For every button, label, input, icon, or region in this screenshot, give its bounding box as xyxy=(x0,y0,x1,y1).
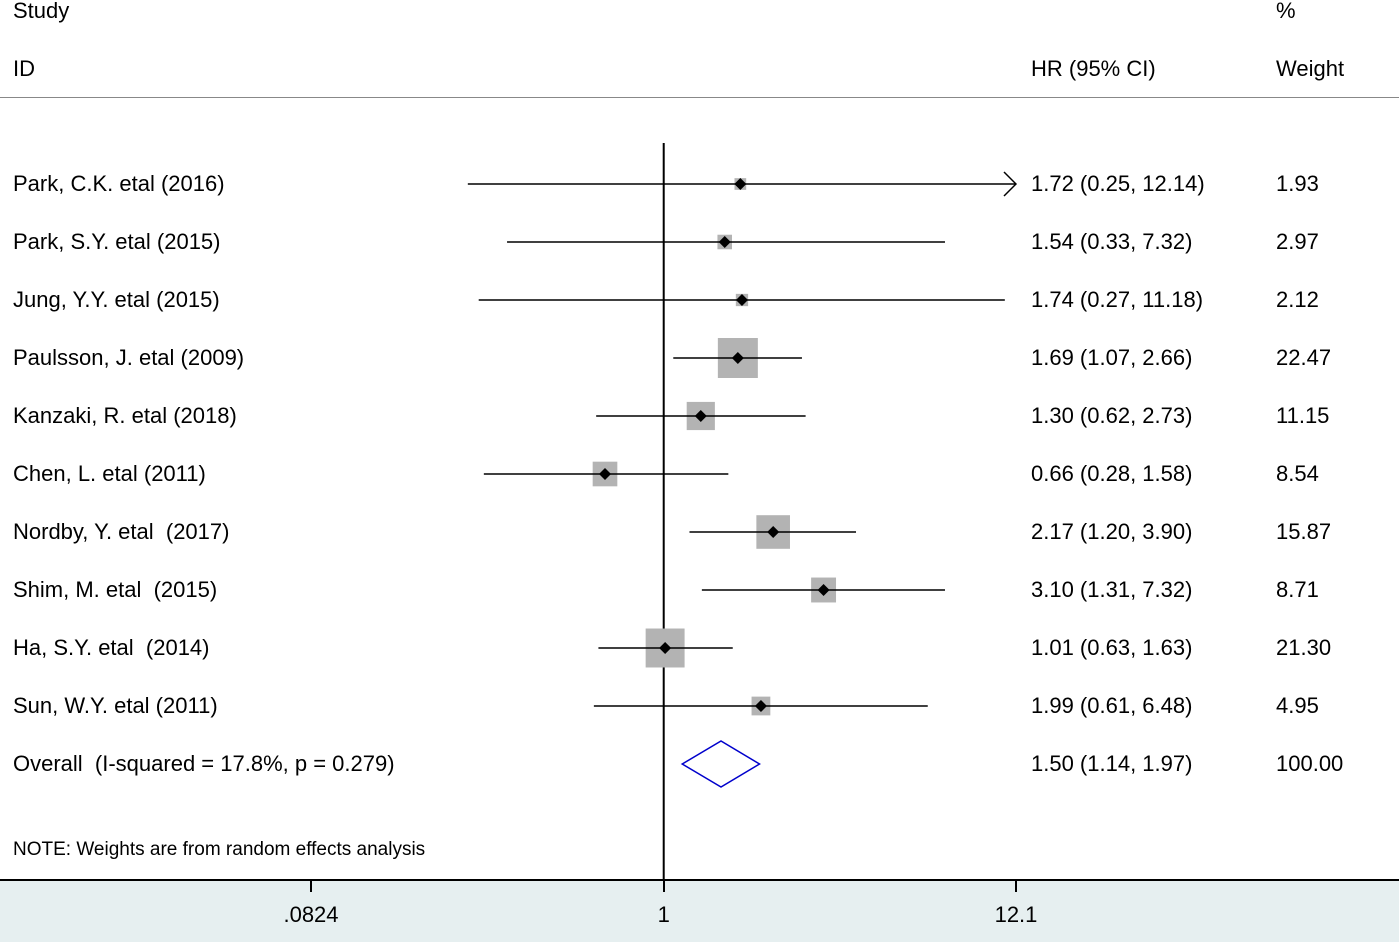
hr-ci-value: 1.01 (0.63, 1.63) xyxy=(1031,635,1193,660)
weight-header: Weight xyxy=(1276,56,1345,81)
weight-value: 22.47 xyxy=(1276,345,1332,370)
hr-ci-value: 1.54 (0.33, 7.32) xyxy=(1031,229,1193,254)
hr-ci-value: 1.99 (0.61, 6.48) xyxy=(1031,693,1193,718)
x-tick xyxy=(310,880,312,892)
hr-ci-value: 1.74 (0.27, 11.18) xyxy=(1031,287,1204,312)
hr-ci-value: 0.66 (0.28, 1.58) xyxy=(1031,461,1193,486)
weight-value: 2.12 xyxy=(1276,287,1319,312)
hr-ci-header: HR (95% CI) xyxy=(1031,56,1156,81)
point-estimate xyxy=(767,526,780,538)
study-label: Jung, Y.Y. etal (2015) xyxy=(13,287,220,312)
study-label: Paulsson, J. etal (2009) xyxy=(13,345,245,370)
study-header: Study xyxy=(13,0,70,23)
overall-label: Overall (I-squared = 17.8%, p = 0.279) xyxy=(13,751,395,776)
weight-value: 21.30 xyxy=(1276,635,1332,660)
x-tick-label: 1 xyxy=(657,902,670,927)
hr-ci-value: 3.10 (1.31, 7.32) xyxy=(1031,577,1193,602)
x-tick xyxy=(662,880,665,892)
overall-weight: 100.00 xyxy=(1276,751,1344,776)
weight-value: 15.87 xyxy=(1276,519,1332,544)
x-tick-label: 12.1 xyxy=(994,902,1038,927)
point-estimate xyxy=(659,642,672,654)
point-estimate xyxy=(735,294,748,306)
id-header: ID xyxy=(13,56,35,81)
point-estimate xyxy=(817,584,830,596)
weight-value: 11.15 xyxy=(1276,403,1330,428)
hr-ci-value: 1.30 (0.62, 2.73) xyxy=(1031,403,1193,428)
weights-note: NOTE: Weights are from random effects an… xyxy=(13,839,426,860)
study-label: Park, C.K. etal (2016) xyxy=(13,171,225,196)
hr-ci-value: 2.17 (1.20, 3.90) xyxy=(1031,519,1193,544)
weight-value: 8.54 xyxy=(1276,461,1319,486)
weight-value: 8.71 xyxy=(1276,577,1319,602)
weight-value: 1.93 xyxy=(1276,171,1319,196)
x-tick xyxy=(1015,880,1017,892)
point-estimate xyxy=(754,700,767,712)
study-label: Sun, W.Y. etal (2011) xyxy=(13,693,218,718)
percent-header: % xyxy=(1276,0,1296,23)
point-estimate xyxy=(598,468,611,480)
x-tick-label: .0824 xyxy=(283,902,339,927)
study-label: Kanzaki, R. etal (2018) xyxy=(13,403,237,428)
study-label: Ha, S.Y. etal (2014) xyxy=(13,635,210,660)
overall-hr-ci: 1.50 (1.14, 1.97) xyxy=(1031,751,1193,776)
hr-ci-value: 1.69 (1.07, 2.66) xyxy=(1031,345,1193,370)
study-label: Park, S.Y. etal (2015) xyxy=(13,229,221,254)
point-estimate xyxy=(731,352,744,364)
header-divider xyxy=(0,97,1399,98)
axis-footer xyxy=(0,880,1399,942)
hr-ci-value: 1.72 (0.25, 12.14) xyxy=(1031,171,1205,196)
point-estimate xyxy=(694,410,707,422)
overall-diamond xyxy=(680,740,761,788)
weight-value: 2.97 xyxy=(1276,229,1319,254)
study-label: Nordby, Y. etal (2017) xyxy=(13,519,230,544)
weight-value: 4.95 xyxy=(1276,693,1319,718)
x-axis-line xyxy=(0,879,1399,881)
ci-arrow xyxy=(1003,171,1018,197)
point-estimate xyxy=(734,178,747,190)
forest-plot xyxy=(467,143,1018,880)
study-label: Chen, L. etal (2011) xyxy=(13,461,206,486)
point-estimate xyxy=(718,236,731,248)
study-label: Shim, M. etal (2015) xyxy=(13,577,218,602)
